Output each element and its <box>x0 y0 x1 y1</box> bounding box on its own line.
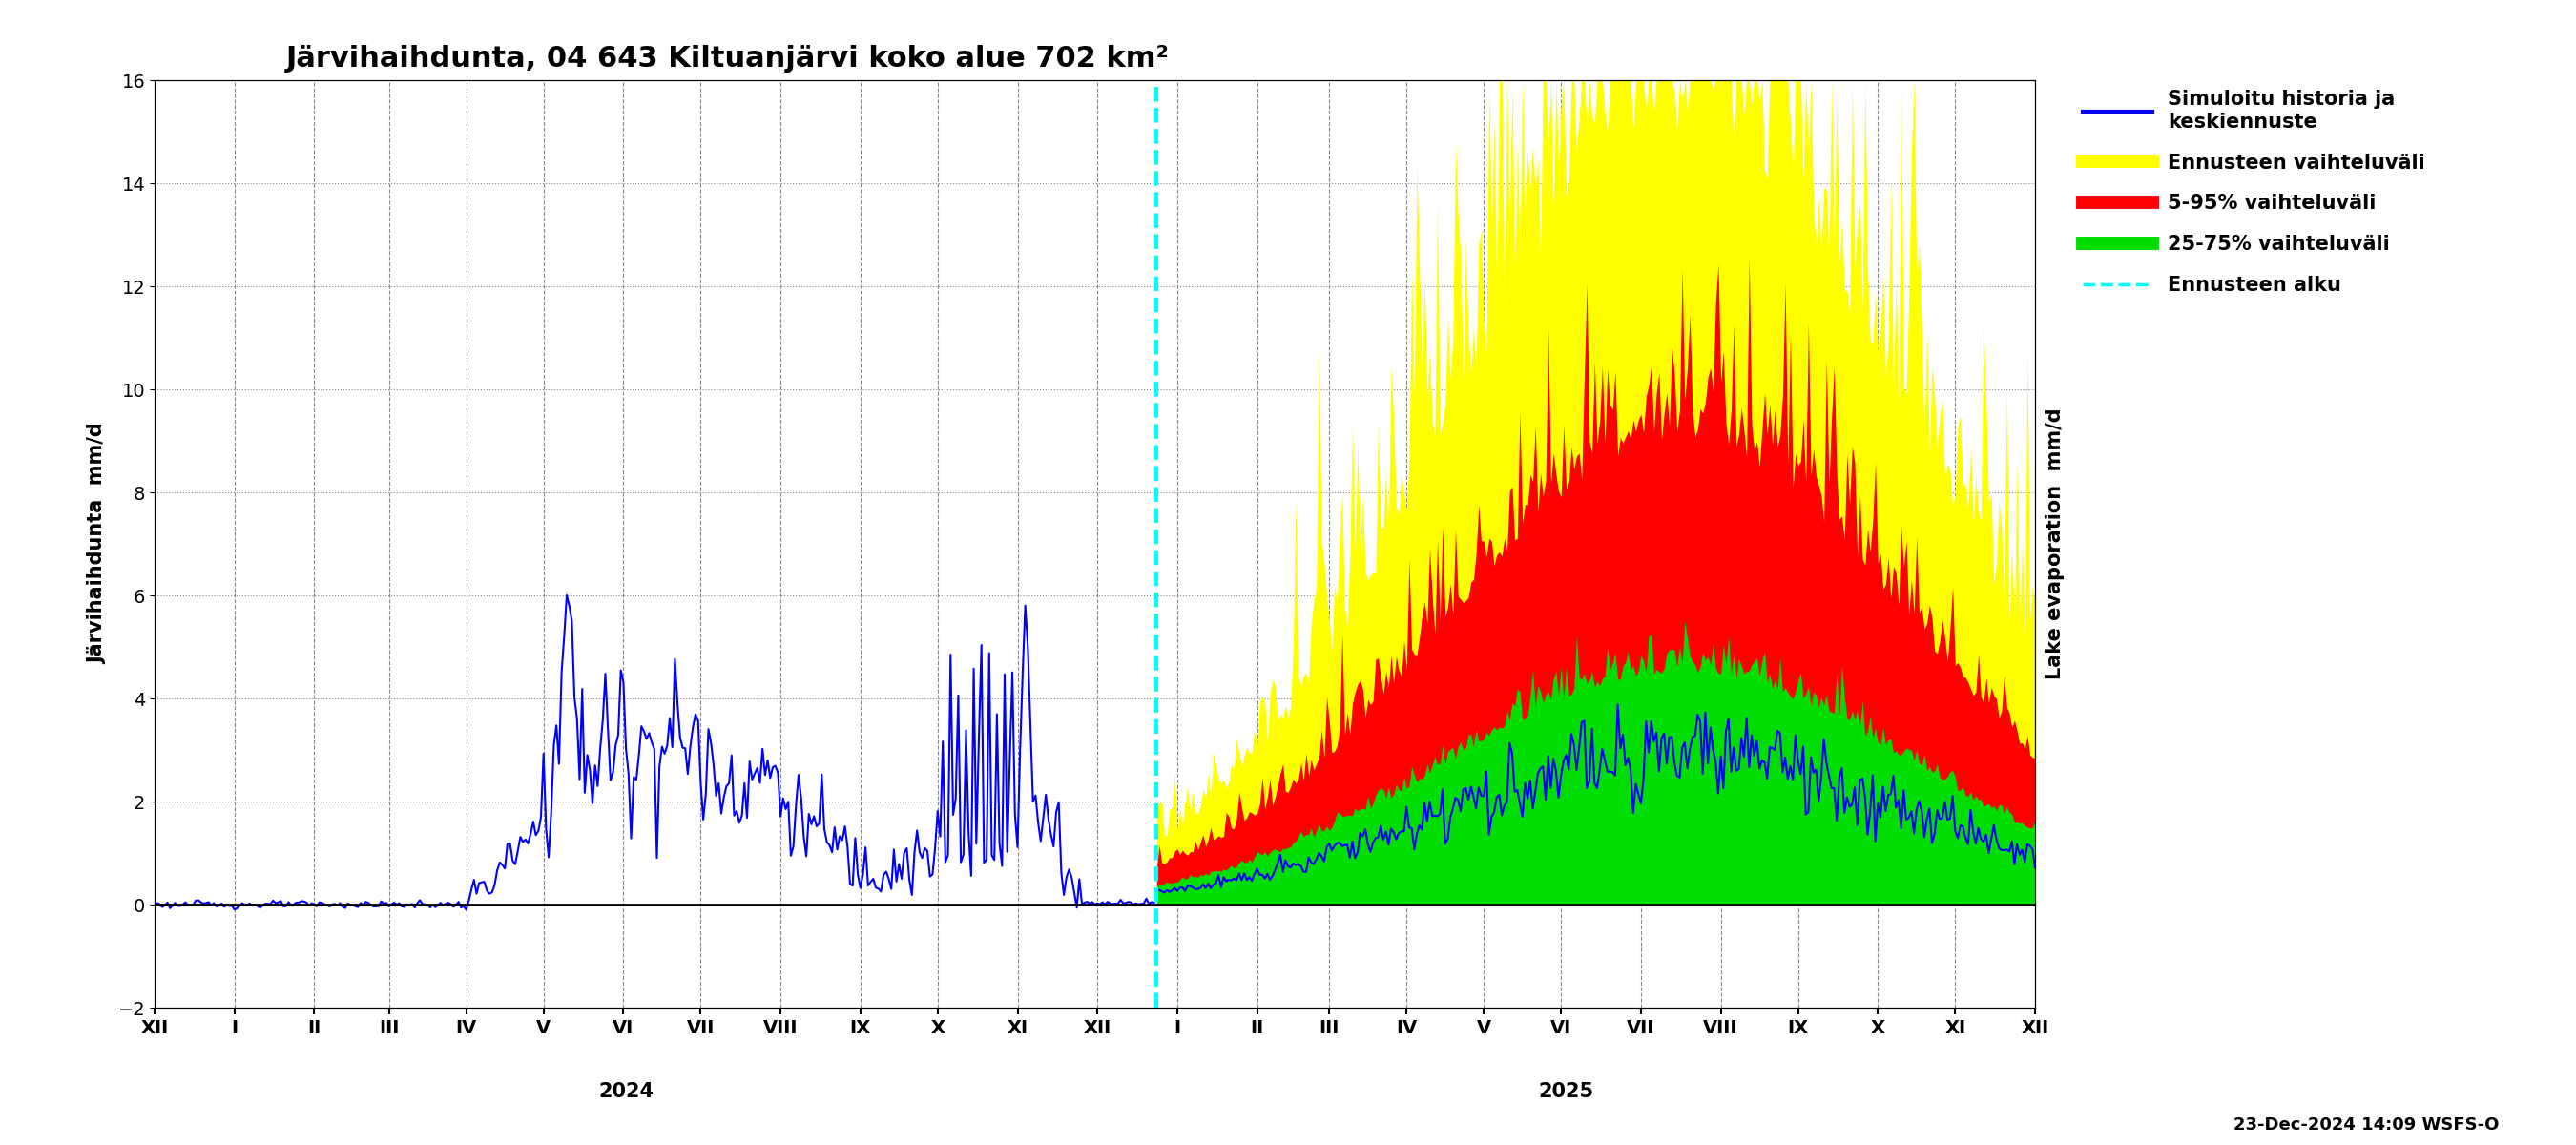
Legend: Simuloitu historia ja
keskiennuste, Ennusteen vaihteluväli, 5-95% vaihteluväli, : Simuloitu historia ja keskiennuste, Ennu… <box>2081 90 2427 295</box>
Y-axis label: Lake evaporation  mm/d: Lake evaporation mm/d <box>2045 408 2066 680</box>
Y-axis label: Järvihaihdunta  mm/d: Järvihaihdunta mm/d <box>88 424 108 664</box>
Text: 2025: 2025 <box>1538 1082 1595 1100</box>
Text: 2024: 2024 <box>598 1082 654 1100</box>
Text: 23-Dec-2024 14:09 WSFS-O: 23-Dec-2024 14:09 WSFS-O <box>2233 1116 2499 1134</box>
Text: Järvihaihdunta, 04 643 Kiltuanjärvi koko alue 702 km²: Järvihaihdunta, 04 643 Kiltuanjärvi koko… <box>286 45 1170 72</box>
